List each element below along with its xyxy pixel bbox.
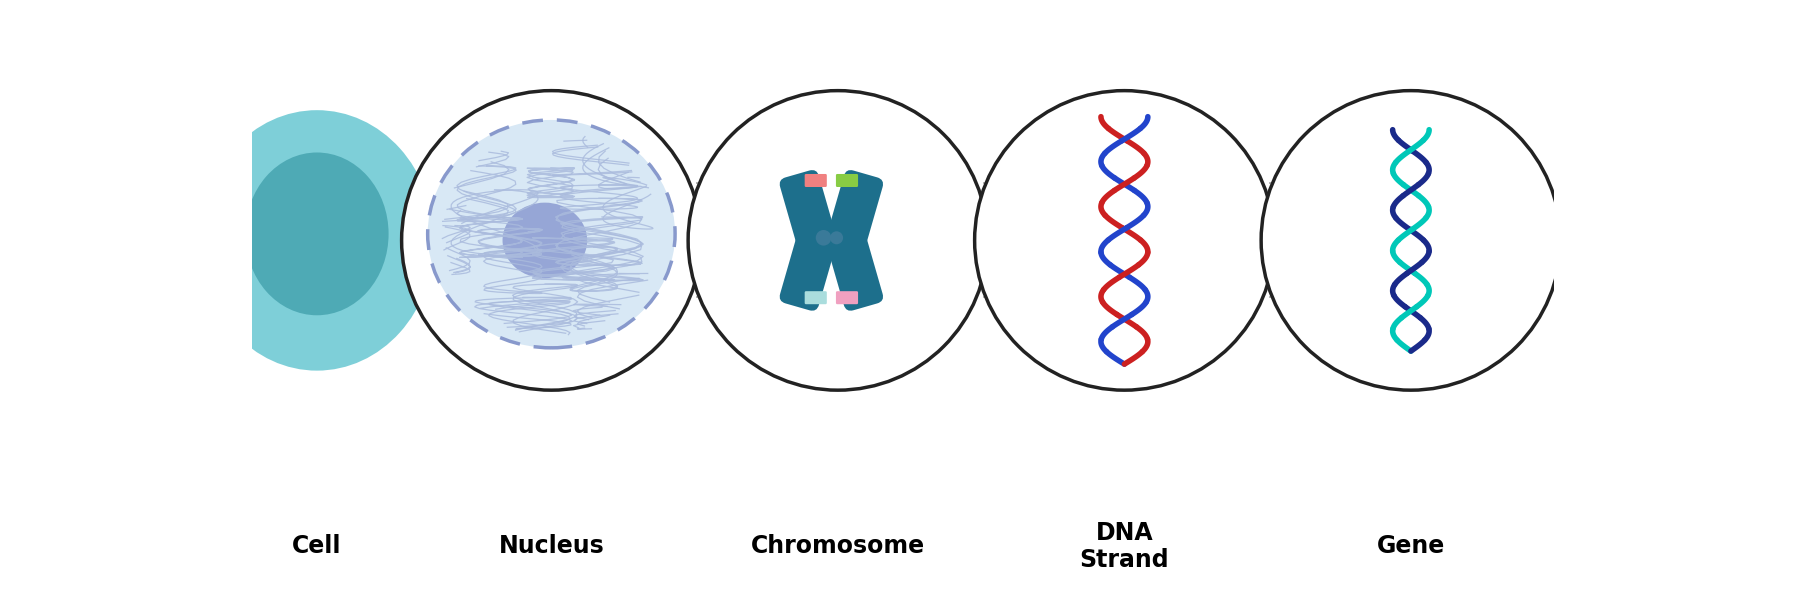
FancyBboxPatch shape — [827, 170, 883, 249]
Text: DNA
Strand: DNA Strand — [1079, 520, 1168, 572]
Circle shape — [688, 91, 987, 390]
Text: Gene: Gene — [1375, 535, 1444, 559]
Ellipse shape — [245, 152, 388, 315]
Text: Chromosome: Chromosome — [751, 535, 924, 559]
FancyBboxPatch shape — [836, 291, 857, 304]
Ellipse shape — [428, 120, 675, 348]
Circle shape — [1260, 91, 1560, 390]
FancyBboxPatch shape — [805, 174, 827, 187]
Ellipse shape — [830, 231, 843, 245]
FancyBboxPatch shape — [836, 174, 857, 187]
Text: Nucleus: Nucleus — [498, 535, 605, 559]
FancyBboxPatch shape — [780, 170, 836, 249]
Ellipse shape — [812, 225, 850, 251]
Ellipse shape — [200, 110, 433, 371]
Ellipse shape — [816, 230, 830, 246]
Ellipse shape — [502, 203, 587, 278]
Circle shape — [975, 91, 1274, 390]
FancyBboxPatch shape — [780, 231, 836, 311]
FancyBboxPatch shape — [805, 291, 827, 304]
Text: Cell: Cell — [292, 535, 341, 559]
FancyBboxPatch shape — [827, 231, 883, 311]
Circle shape — [401, 91, 700, 390]
